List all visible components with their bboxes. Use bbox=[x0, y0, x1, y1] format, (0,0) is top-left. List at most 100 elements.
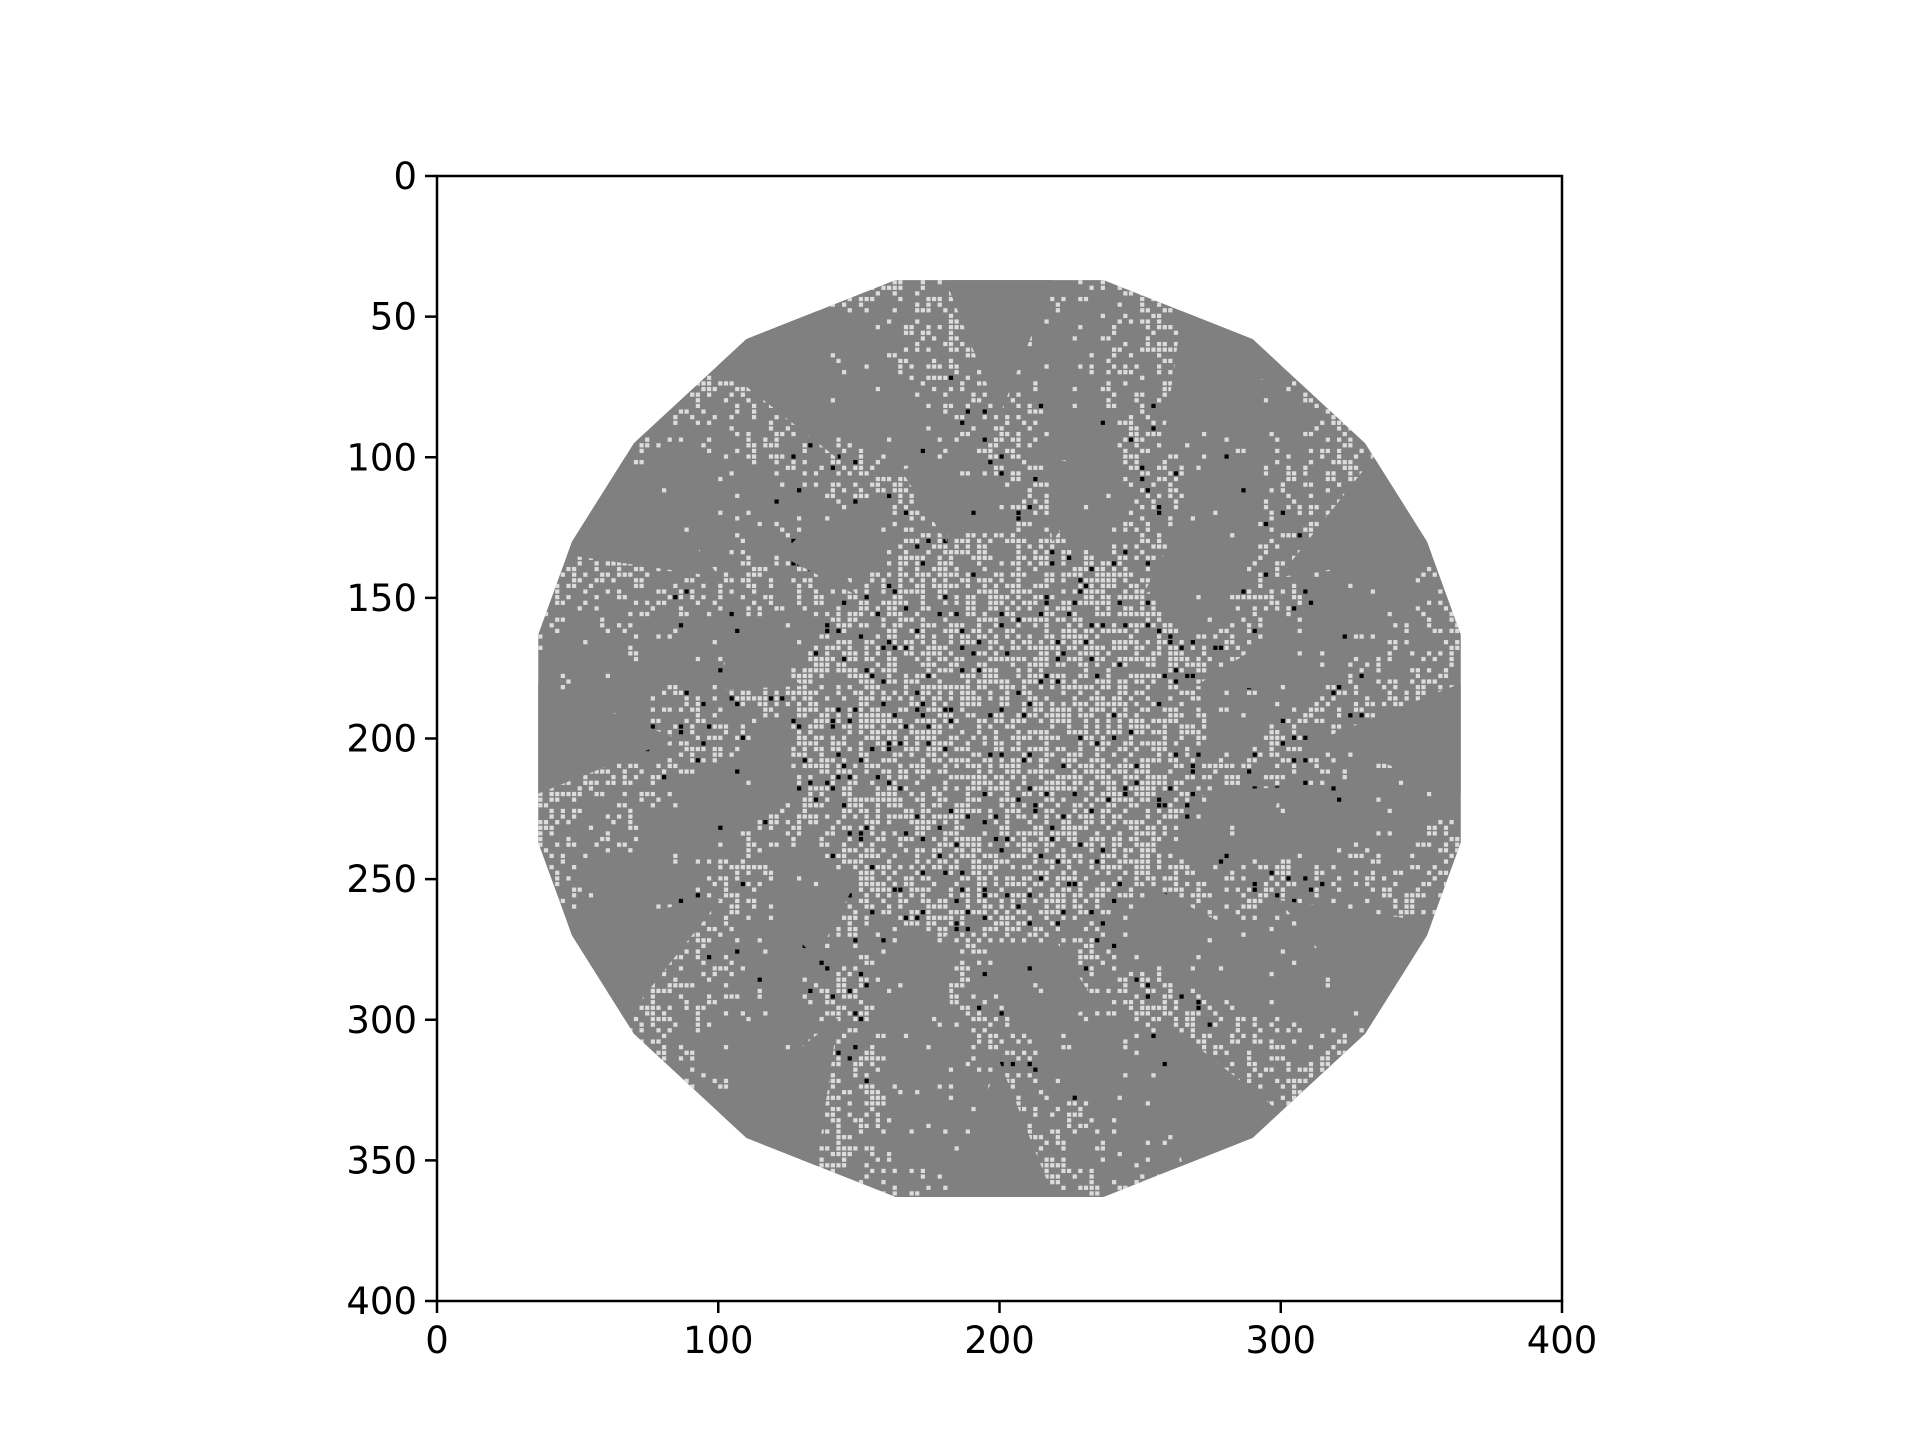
pixel-cell bbox=[892, 280, 897, 285]
pixel-cell bbox=[1123, 769, 1128, 774]
pixel-cell bbox=[842, 640, 847, 645]
pixel-cell bbox=[656, 600, 661, 605]
pixel-cell bbox=[892, 623, 897, 628]
pixel-cell bbox=[887, 662, 892, 667]
pixel-cell bbox=[920, 628, 925, 634]
pixel-cell bbox=[1005, 780, 1010, 785]
pixel-cell bbox=[577, 808, 582, 814]
pixel-cell bbox=[937, 611, 942, 617]
pixel-cell bbox=[1275, 763, 1280, 769]
pixel-cell bbox=[1258, 583, 1263, 589]
pixel-cell bbox=[662, 488, 667, 493]
pixel-cell bbox=[566, 595, 571, 600]
pixel-cell bbox=[1162, 983, 1167, 988]
pixel-cell bbox=[858, 623, 864, 628]
pixel-cell bbox=[605, 780, 610, 785]
pixel-cell bbox=[937, 645, 942, 650]
pixel-cell bbox=[633, 583, 639, 589]
pixel-cell bbox=[1067, 713, 1072, 718]
pixel-cell bbox=[920, 583, 925, 589]
pixel-cell bbox=[988, 617, 993, 622]
pixel-cell bbox=[870, 820, 875, 825]
pixel-cell bbox=[729, 926, 734, 932]
pixel-cell bbox=[1134, 842, 1139, 847]
pixel-cell bbox=[1173, 471, 1179, 476]
pixel-cell bbox=[1218, 763, 1224, 769]
pixel-cell bbox=[864, 308, 869, 313]
pixel-cell bbox=[943, 820, 948, 825]
pixel-cell bbox=[847, 578, 852, 583]
pixel-cell bbox=[1258, 893, 1263, 898]
pixel-cell bbox=[808, 730, 813, 735]
pixel-cell bbox=[1022, 690, 1027, 695]
pixel-cell bbox=[1067, 786, 1072, 791]
pixel-cell bbox=[1235, 910, 1240, 915]
pixel-cell bbox=[903, 325, 909, 330]
pixel-cell bbox=[977, 640, 982, 645]
pixel-cell bbox=[1190, 791, 1195, 797]
pixel-cell bbox=[977, 938, 982, 943]
pixel-cell bbox=[1145, 555, 1150, 560]
pixel-cell bbox=[903, 527, 909, 532]
pixel-cell bbox=[1190, 988, 1195, 994]
pixel-cell bbox=[926, 296, 931, 302]
pixel-cell bbox=[965, 887, 970, 892]
pixel-cell bbox=[1213, 634, 1218, 639]
pixel-cell bbox=[577, 561, 582, 566]
pixel-cell bbox=[1112, 623, 1117, 628]
pixel-cell bbox=[1123, 690, 1128, 695]
pixel-cell bbox=[1072, 752, 1077, 757]
pixel-cell bbox=[1331, 730, 1336, 735]
pixel-cell bbox=[1095, 696, 1100, 701]
pixel-cell bbox=[847, 780, 852, 785]
pixel-cell bbox=[1297, 853, 1302, 859]
pixel-cell bbox=[1089, 786, 1094, 791]
pixel-cell bbox=[915, 887, 920, 892]
pixel-cell bbox=[915, 718, 920, 724]
pixel-cell bbox=[1145, 600, 1150, 605]
pixel-cell bbox=[932, 521, 937, 527]
pixel-cell bbox=[1432, 825, 1437, 830]
pixel-cell bbox=[1185, 803, 1190, 808]
pixel-cell bbox=[1055, 746, 1060, 752]
pixel-cell bbox=[1050, 640, 1055, 645]
pixel-cell bbox=[1145, 741, 1150, 746]
pixel-cell bbox=[954, 808, 959, 814]
pixel-cell bbox=[1106, 730, 1111, 735]
pixel-cell bbox=[1055, 881, 1060, 887]
pixel-cell bbox=[1100, 797, 1105, 802]
pixel-cell bbox=[842, 651, 847, 656]
pixel-cell bbox=[1337, 482, 1342, 487]
pixel-cell bbox=[695, 758, 700, 763]
pixel-cell bbox=[1286, 758, 1291, 763]
pixel-cell bbox=[926, 724, 931, 729]
pixel-cell bbox=[864, 668, 869, 673]
pixel-cell bbox=[1353, 685, 1359, 690]
pixel-cell bbox=[555, 595, 560, 600]
pixel-cell bbox=[1157, 752, 1162, 757]
pixel-cell bbox=[1370, 589, 1375, 594]
pixel-cell bbox=[1185, 865, 1190, 870]
pixel-cell bbox=[639, 583, 644, 589]
pixel-cell bbox=[1044, 578, 1049, 583]
pixel-cell bbox=[1292, 555, 1297, 560]
pixel-cell bbox=[572, 578, 577, 583]
pixel-cell bbox=[965, 696, 970, 701]
pixel-cell bbox=[639, 460, 644, 465]
pixel-cell bbox=[937, 325, 942, 330]
pixel-cell bbox=[712, 926, 717, 932]
pixel-cell bbox=[842, 668, 847, 673]
pixel-cell bbox=[1128, 623, 1134, 628]
pixel-cell bbox=[1230, 876, 1235, 881]
pixel-cell bbox=[594, 566, 599, 572]
pixel-cell bbox=[881, 769, 886, 774]
pixel-cell bbox=[825, 797, 830, 802]
pixel-cell bbox=[1010, 735, 1015, 740]
pixel-cell bbox=[887, 628, 892, 634]
pixel-cell bbox=[932, 685, 937, 690]
pixel-cell bbox=[864, 296, 869, 302]
pixel-cell bbox=[1100, 578, 1105, 583]
pixel-cell bbox=[988, 589, 993, 594]
pixel-cell bbox=[1072, 640, 1077, 645]
pixel-cell bbox=[892, 887, 897, 892]
